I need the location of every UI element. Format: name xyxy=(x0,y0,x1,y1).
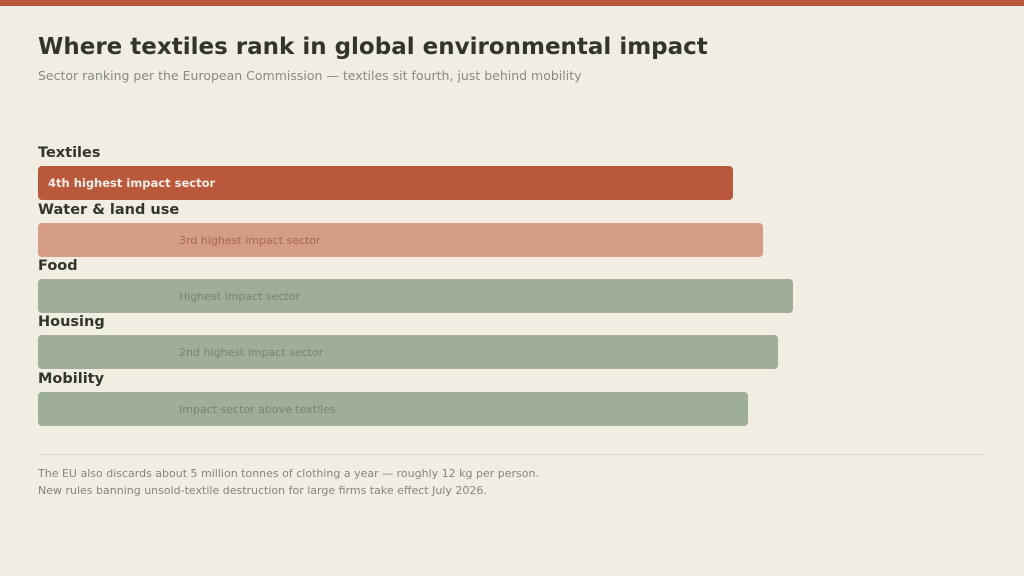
sector-note: 3rd highest impact sector xyxy=(179,233,321,247)
divider xyxy=(38,454,986,455)
subtitle: Sector ranking per the European Commissi… xyxy=(38,68,582,83)
sector-label: Housing xyxy=(38,314,105,330)
sector-note: Highest impact sector xyxy=(179,289,301,303)
footer-note: The EU also discards about 5 million ton… xyxy=(38,467,539,480)
sector-note: 2nd highest impact sector xyxy=(179,345,324,359)
sector-bar: 2nd highest impact sector xyxy=(38,335,778,369)
top-stripe xyxy=(0,0,1024,6)
sector-label: Water & land use xyxy=(38,202,180,218)
sector-label: Textiles xyxy=(38,145,101,161)
sector-bar: Highest impact sector xyxy=(38,279,793,313)
sector-bar: 4th highest impact sector xyxy=(38,166,733,200)
sector-note: 4th highest impact sector xyxy=(48,176,216,190)
footer-note: New rules banning unsold-textile destruc… xyxy=(38,484,487,497)
sector-label: Food xyxy=(38,258,78,274)
sector-bar: Impact sector above textiles xyxy=(38,392,748,426)
sector-note: Impact sector above textiles xyxy=(179,402,336,416)
sector-bar: 3rd highest impact sector xyxy=(38,223,763,257)
title: Where textiles rank in global environmen… xyxy=(38,34,708,60)
sector-label: Mobility xyxy=(38,371,105,387)
